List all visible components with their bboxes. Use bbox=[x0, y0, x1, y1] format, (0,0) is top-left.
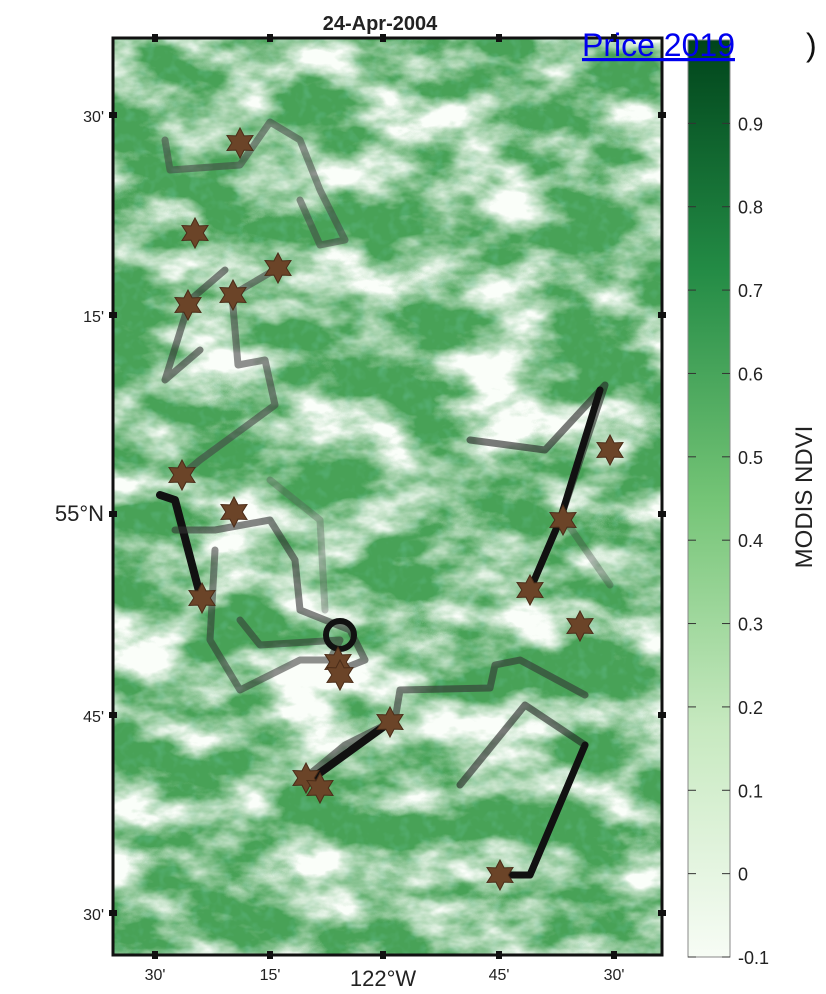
citation-paren: ) bbox=[806, 27, 817, 63]
colorbar-tick-label: 0.5 bbox=[738, 448, 763, 468]
title: 24-Apr-2004 bbox=[323, 13, 438, 35]
lon-label: 45' bbox=[489, 967, 510, 984]
lat-tick bbox=[109, 312, 117, 318]
lon-label: 30' bbox=[604, 967, 625, 984]
lon-tick bbox=[611, 34, 617, 42]
citation-link[interactable]: Price 2019 bbox=[582, 27, 735, 63]
site-star bbox=[549, 503, 577, 537]
lon-tick bbox=[267, 34, 273, 42]
site-star bbox=[292, 761, 320, 795]
site-star bbox=[220, 495, 248, 529]
colorbar-tick-label: 0 bbox=[738, 865, 748, 885]
lat-tick bbox=[658, 112, 666, 118]
colorbar-tick-label: 0.3 bbox=[738, 615, 763, 635]
lon-tick bbox=[152, 951, 158, 959]
colorbar bbox=[687, 39, 731, 958]
lat-label: 30' bbox=[83, 109, 104, 126]
lat-tick bbox=[109, 712, 117, 718]
site-star bbox=[188, 581, 216, 615]
lon-tick bbox=[496, 951, 502, 959]
lon-label: 122°W bbox=[350, 966, 417, 989]
colorbar-tick-label: -0.1 bbox=[738, 948, 769, 968]
colorbar-axis: 0.9 0.8 0.7 0.6 0.5 0.4 0.3 0.2 0.1 0 -0.1 bbox=[688, 114, 769, 968]
colorbar-tick-label: 0.4 bbox=[738, 531, 763, 551]
colorbar-tick-label: 0.1 bbox=[738, 781, 763, 801]
site-star bbox=[264, 251, 292, 285]
lon-tick bbox=[152, 34, 158, 42]
lat-label: 30' bbox=[83, 907, 104, 924]
colorbar-tick-label: 0.8 bbox=[738, 198, 763, 218]
lon-tick bbox=[611, 951, 617, 959]
lon-tick bbox=[380, 34, 386, 42]
map-frame bbox=[111, 36, 664, 957]
site-star bbox=[219, 278, 247, 312]
lat-tick bbox=[658, 712, 666, 718]
site-star bbox=[376, 705, 404, 739]
lat-tick bbox=[109, 511, 117, 517]
lat-tick bbox=[109, 910, 117, 916]
colorbar-tick-label: 0.6 bbox=[738, 364, 763, 384]
site-star bbox=[174, 288, 202, 322]
lat-tick bbox=[658, 511, 666, 517]
site-star bbox=[516, 573, 544, 607]
site-star bbox=[486, 858, 514, 892]
lon-tick bbox=[496, 34, 502, 42]
lat-tick bbox=[109, 112, 117, 118]
colorbar-tick-label: 0.9 bbox=[738, 114, 763, 134]
colorbar-tick-label: 0.7 bbox=[738, 281, 763, 301]
lat-tick bbox=[658, 910, 666, 916]
site-star bbox=[566, 609, 594, 643]
lon-tick bbox=[380, 951, 386, 959]
map-axes: 30' 15' 55°N 45' 30' 30' 15' 122°W 45' 30' bbox=[55, 34, 666, 991]
lat-label: 45' bbox=[83, 709, 104, 726]
map-image bbox=[113, 38, 662, 955]
site-star bbox=[168, 458, 196, 492]
sites bbox=[168, 126, 624, 892]
lat-tick bbox=[658, 312, 666, 318]
site-star bbox=[306, 771, 334, 805]
colorbar-label: MODIS NDVI bbox=[791, 426, 818, 569]
lon-label: 15' bbox=[260, 967, 281, 984]
site-star bbox=[326, 658, 354, 692]
site-star bbox=[181, 216, 209, 250]
lat-label: 55°N bbox=[55, 501, 104, 526]
lat-label: 15' bbox=[83, 309, 104, 326]
colorbar-tick-label: 0.2 bbox=[738, 698, 763, 718]
lon-tick bbox=[267, 951, 273, 959]
site-star bbox=[596, 433, 624, 467]
lon-label: 30' bbox=[145, 967, 166, 984]
site-star bbox=[226, 126, 254, 160]
